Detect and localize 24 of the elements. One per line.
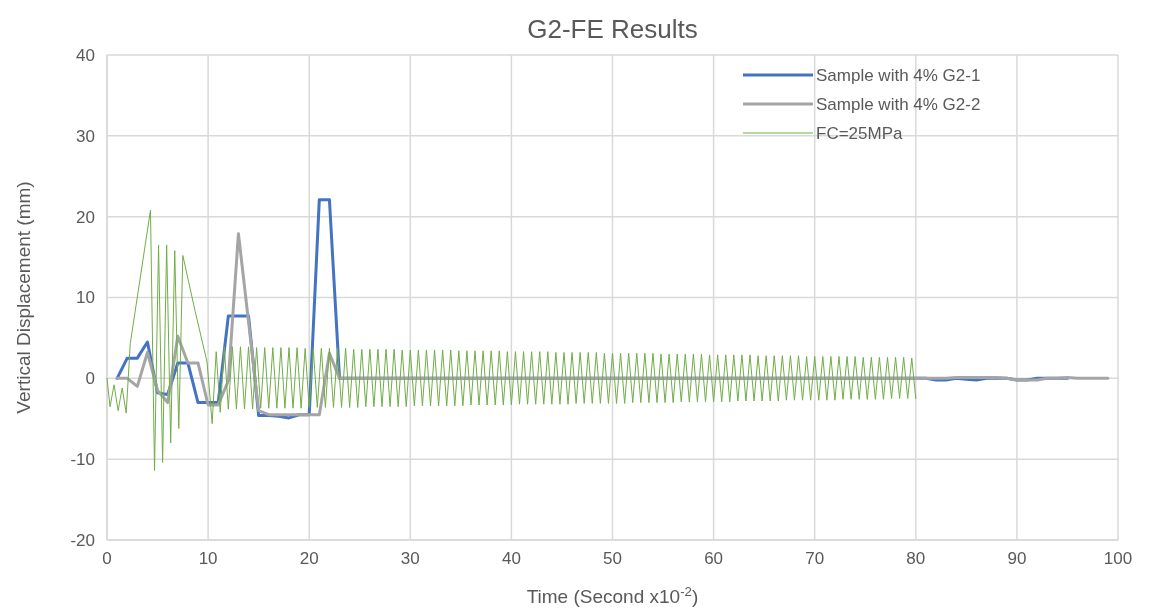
- x-tick-label: 60: [704, 549, 724, 568]
- x-tick-label: 30: [400, 549, 420, 568]
- x-axis-title: Time (Second x10$^{-2}$): [526, 583, 699, 607]
- x-tick-label: 100: [1103, 549, 1133, 568]
- x-tick-label: 20: [299, 549, 319, 568]
- chart-title: G2-FE Results: [527, 14, 698, 44]
- y-axis-title: Vertical Displacement (mm): [13, 181, 34, 414]
- y-tick-label: 20: [76, 207, 95, 227]
- y-tick-label: -20: [70, 530, 95, 550]
- x-tick-label: 0: [102, 549, 112, 568]
- y-tick-label: 40: [76, 45, 95, 65]
- legend-label: FC=25MPa: [816, 123, 903, 143]
- y-tick-label: -10: [70, 450, 95, 470]
- legend-label: Sample with 4% G2-1: [816, 65, 981, 85]
- x-tick-label: 70: [805, 549, 825, 568]
- legend-label: Sample with 4% G2-2: [816, 94, 981, 114]
- y-tick-label: 30: [76, 126, 95, 146]
- x-tick-label: 10: [198, 549, 218, 568]
- x-tick-label: 80: [906, 549, 926, 568]
- x-tick-label: 90: [1007, 549, 1027, 568]
- y-tick-label: 10: [76, 288, 95, 308]
- y-tick-label: 0: [85, 369, 95, 389]
- x-tick-label: 50: [603, 549, 622, 568]
- x-tick-label: 40: [501, 549, 521, 568]
